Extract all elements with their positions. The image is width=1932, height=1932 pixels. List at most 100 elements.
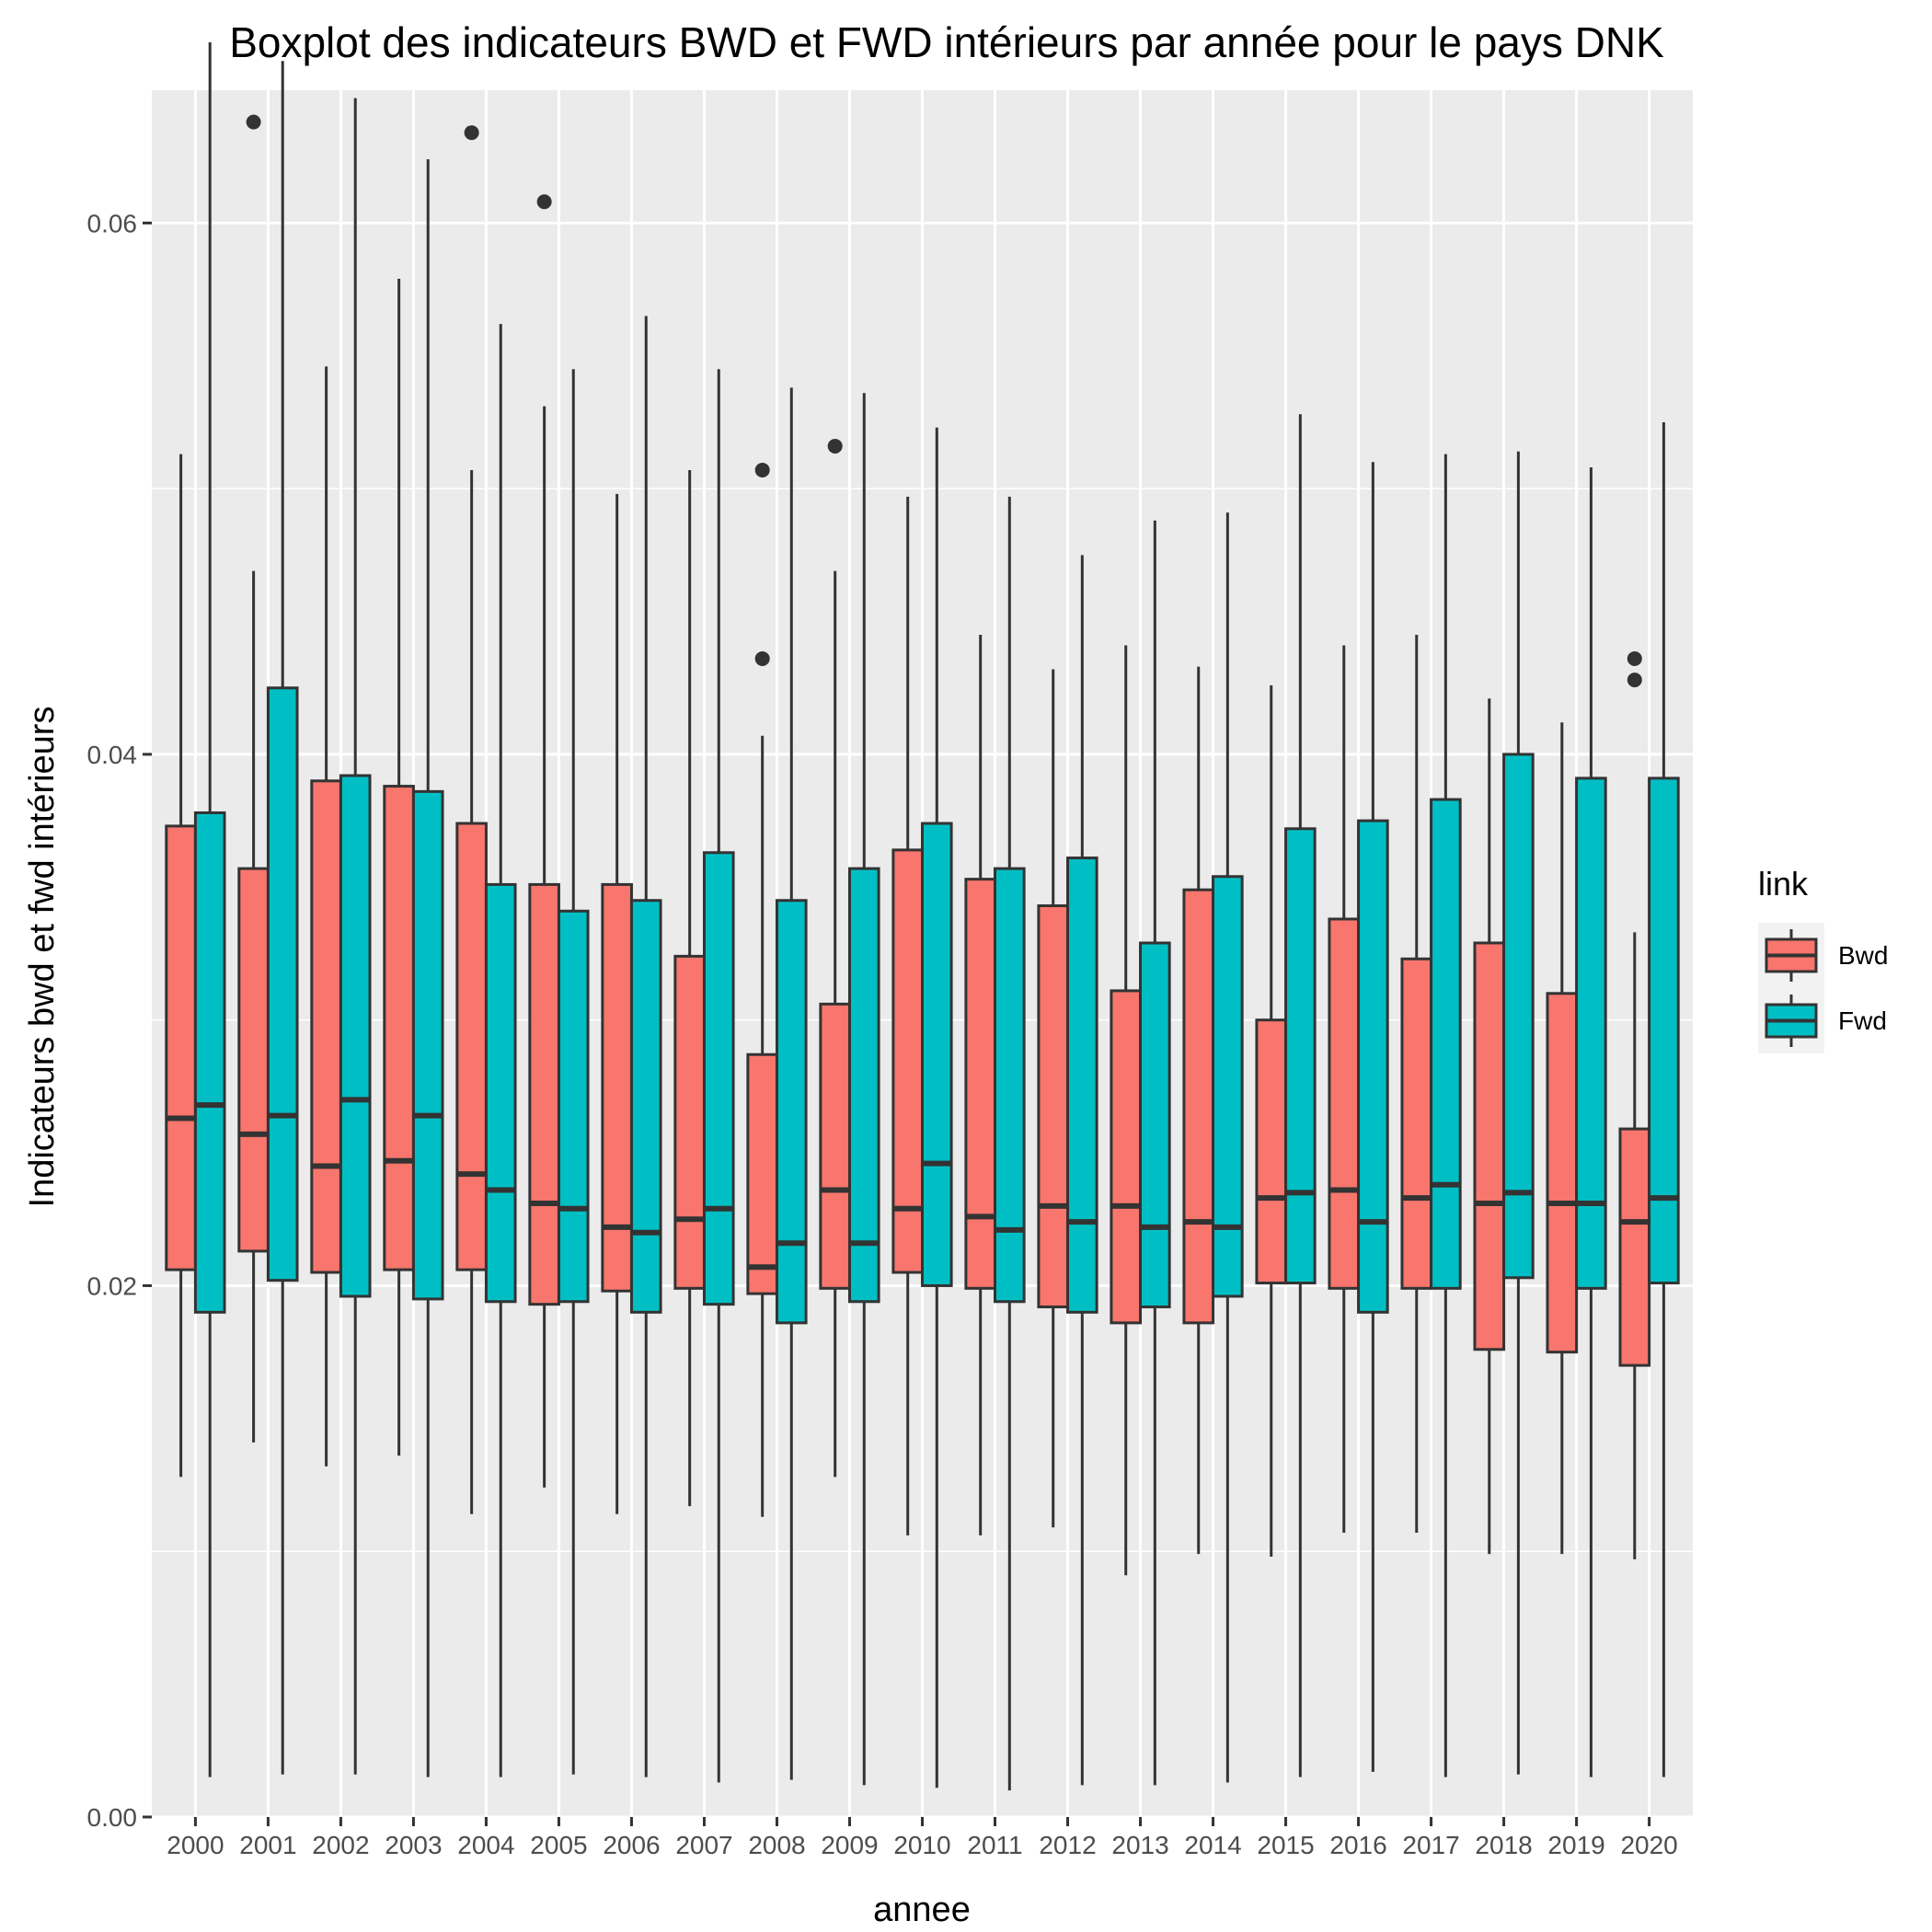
box-body [1139, 941, 1171, 1309]
x-tick-label: 2015 [1257, 1831, 1314, 1859]
legend: link Bwd Fwd [1758, 865, 1888, 1053]
box-body [383, 785, 415, 1271]
box-body [193, 811, 226, 1314]
outlier-point [754, 462, 770, 477]
x-tick-label: 2002 [312, 1831, 369, 1859]
box-body [339, 774, 372, 1298]
outlier-point [1627, 673, 1642, 688]
x-tick-label: 2014 [1184, 1831, 1241, 1859]
box-body [1357, 819, 1389, 1314]
outlier-point [754, 650, 770, 666]
box-body [775, 899, 808, 1325]
outlier-point [827, 438, 843, 454]
box-fwd-2010 [921, 427, 953, 1788]
box-bwd-2013 [1110, 645, 1143, 1576]
box-body [746, 1052, 778, 1295]
box-fwd-2007 [702, 369, 735, 1783]
box-body [266, 686, 299, 1282]
box-body [1110, 989, 1143, 1325]
box-body [1182, 888, 1215, 1325]
axes: 0.00 0.02 0.04 0.06 2000 2001 2002 2003 2004 2005… [87, 209, 1678, 1859]
box-body [847, 867, 880, 1304]
box-bwd-2006 [601, 493, 633, 1514]
box-fwd-2012 [1066, 555, 1098, 1786]
box-body [994, 867, 1026, 1304]
box-body [702, 851, 735, 1306]
legend-label: Bwd [1838, 941, 1888, 970]
x-tick-label: 2007 [675, 1831, 732, 1859]
x-tick-label: 2019 [1547, 1831, 1604, 1859]
box-body [1546, 992, 1579, 1354]
chart-title: Boxplot des indicateurs BWD et FWD intér… [229, 18, 1664, 66]
box-series [165, 42, 1680, 1791]
box-fwd-2006 [629, 316, 662, 1777]
box-bwd-2004 [455, 125, 488, 1514]
box-fwd-2003 [411, 159, 444, 1777]
box-bwd-2018 [1473, 698, 1506, 1555]
box-fwd-2016 [1357, 462, 1389, 1772]
x-tick-label: 2004 [457, 1831, 514, 1859]
box-fwd-2015 [1284, 414, 1317, 1777]
box-body [1066, 857, 1098, 1314]
box-body [1430, 798, 1462, 1290]
x-tick-label: 2008 [748, 1831, 805, 1859]
y-tick-label: 0.06 [87, 209, 138, 237]
box-bwd-2020 [1618, 650, 1651, 1559]
y-axis-title: Indicateurs bwd et fwd intérieurs [23, 707, 62, 1208]
x-tick-label: 2010 [893, 1831, 950, 1859]
box-bwd-2011 [964, 634, 997, 1535]
box-fwd-2014 [1212, 512, 1244, 1783]
box-fwd-2011 [994, 496, 1026, 1791]
box-bwd-2015 [1255, 684, 1288, 1558]
box-body [165, 824, 197, 1271]
box-body [1284, 827, 1317, 1285]
box-body [629, 899, 662, 1314]
box-body [1502, 753, 1535, 1280]
x-tick-label: 2011 [967, 1831, 1022, 1859]
y-tick-label: 0.02 [87, 1271, 138, 1300]
x-tick-label: 2020 [1620, 1831, 1677, 1859]
box-body [1328, 917, 1361, 1290]
box-body [237, 867, 270, 1253]
x-tick-label: 2003 [385, 1831, 442, 1859]
x-axis-title: annee [873, 1891, 971, 1929]
box-fwd-2020 [1648, 421, 1680, 1777]
legend-title: link [1758, 865, 1809, 903]
x-tick-label: 2001 [239, 1831, 296, 1859]
box-bwd-2001 [237, 114, 270, 1443]
y-tick-label: 0.00 [87, 1803, 138, 1832]
box-body [455, 822, 488, 1271]
box-body [921, 822, 953, 1287]
box-fwd-2004 [484, 324, 517, 1777]
box-body [310, 779, 342, 1274]
box-bwd-2008 [746, 462, 778, 1517]
x-tick-label: 2009 [821, 1831, 878, 1859]
box-fwd-2017 [1430, 454, 1462, 1777]
box-fwd-2001 [266, 61, 299, 1775]
box-bwd-2002 [310, 366, 342, 1466]
box-bwd-2005 [528, 194, 560, 1488]
box-body [1473, 941, 1506, 1351]
x-tick-label: 2005 [530, 1831, 587, 1859]
y-tick-label: 0.04 [87, 741, 138, 769]
outlier-point [536, 194, 552, 210]
legend-item-bwd: Bwd [1765, 929, 1888, 982]
box-body [1575, 776, 1607, 1290]
box-body [964, 878, 997, 1290]
box-bwd-2017 [1400, 634, 1433, 1534]
x-tick-label: 2012 [1039, 1831, 1096, 1859]
box-fwd-2018 [1502, 451, 1535, 1775]
box-body [601, 882, 633, 1293]
x-tick-label: 2018 [1475, 1831, 1532, 1859]
box-body [1648, 776, 1680, 1285]
x-tick-label: 2017 [1402, 1831, 1459, 1859]
x-tick-label: 2013 [1111, 1831, 1168, 1859]
box-fwd-2013 [1139, 520, 1171, 1786]
box-body [1400, 957, 1433, 1290]
box-body [891, 848, 925, 1274]
box-fwd-2009 [847, 393, 880, 1786]
box-body [1212, 875, 1244, 1298]
box-body [1618, 1127, 1651, 1367]
box-fwd-2000 [193, 42, 226, 1777]
